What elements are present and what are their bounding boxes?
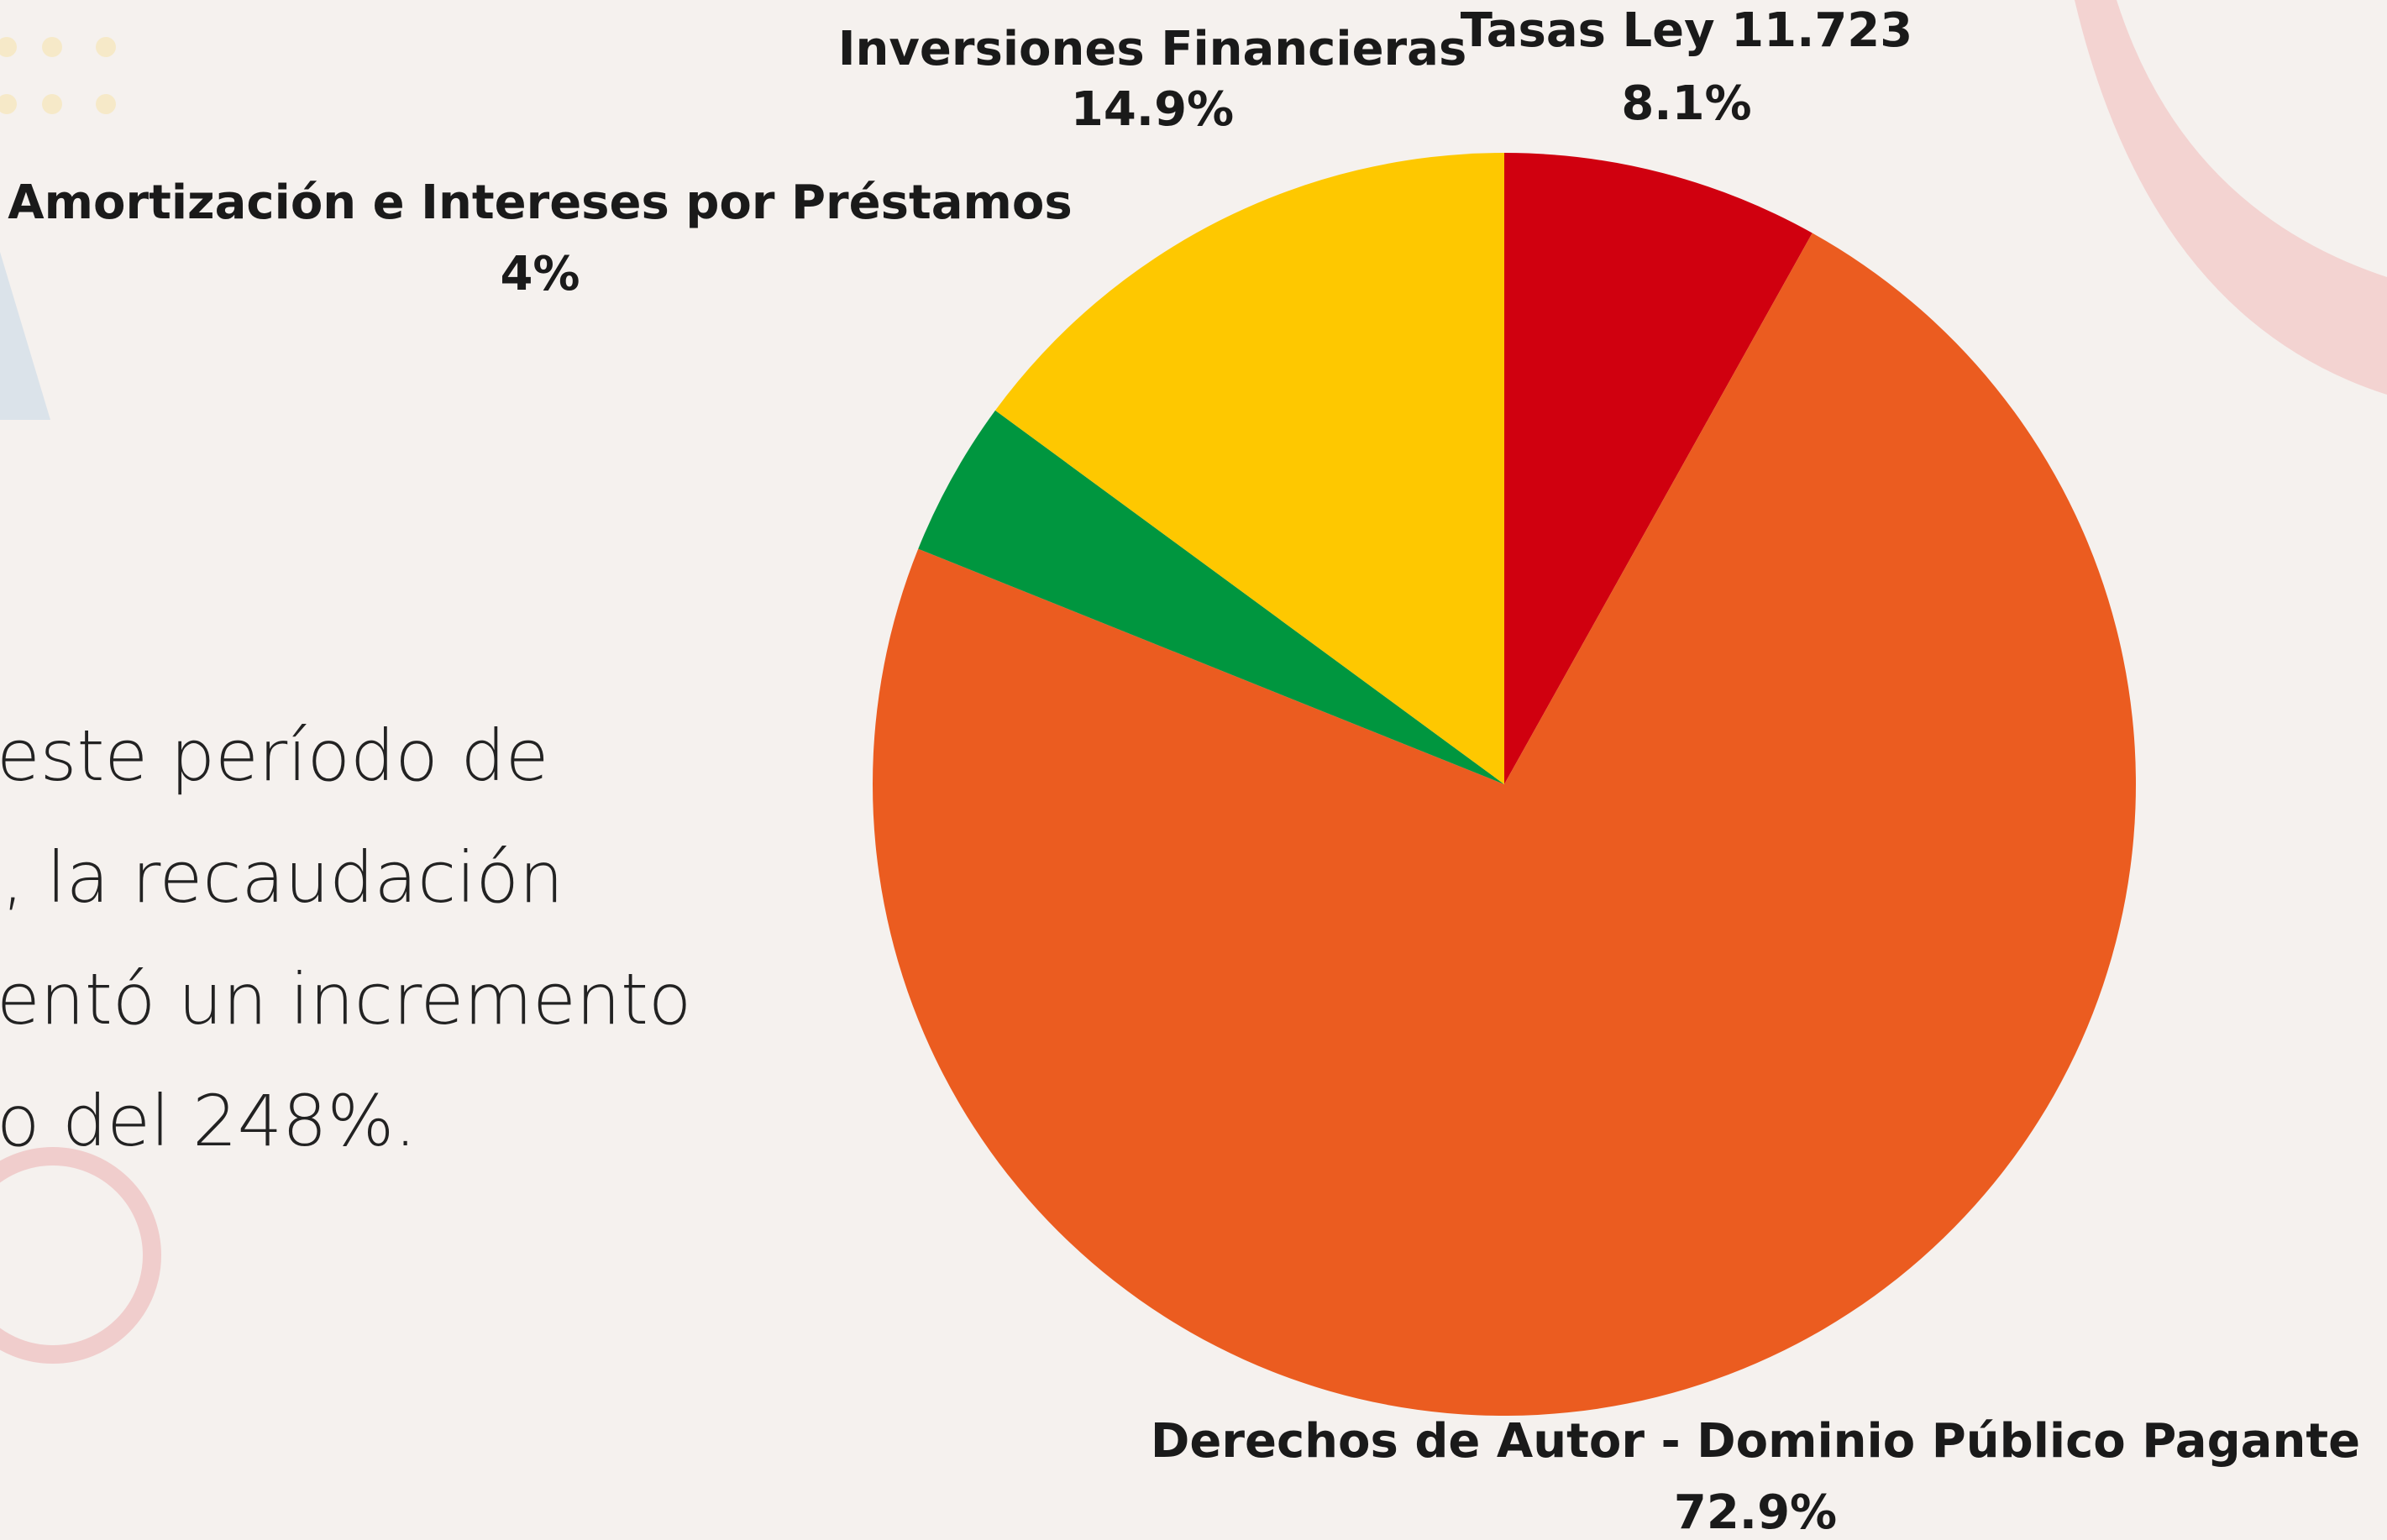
body-line: , la recaudación — [2, 836, 564, 919]
slice-value: 4% — [500, 247, 580, 301]
body-line: entó un incremento — [0, 958, 691, 1040]
slice-label: Tasas Ley 11.723 — [1461, 3, 1912, 58]
slice-value: 14.9% — [1071, 82, 1234, 137]
slice-value: 72.9% — [1674, 1485, 1837, 1540]
dots — [0, 37, 116, 114]
slice-label: Inversiones Financieras — [838, 22, 1467, 76]
ring — [0, 1147, 161, 1364]
body-line: este período de — [0, 715, 548, 797]
slice-label: Derechos de Autor - Dominio Público Paga… — [1151, 1414, 2360, 1469]
pie-slice — [918, 410, 1504, 784]
decoration — [0, 0, 2387, 1364]
slice-value: 8.1% — [1621, 76, 1751, 131]
labels: Tasas Ley 11.723 8.1% Derechos de Autor - … — [8, 3, 2360, 1540]
body-line: o del 248%. — [0, 1080, 417, 1162]
pie-slice — [872, 233, 2136, 1417]
brush — [2075, 0, 2387, 395]
pie — [872, 153, 2136, 1417]
slice-label: Amortización e Intereses por Préstamos — [8, 175, 1072, 230]
pie-slice — [1504, 153, 1813, 784]
body-text: este período de , la recaudación entó un i… — [0, 715, 691, 1162]
triangle — [0, 252, 50, 420]
pie-slice — [994, 153, 1504, 784]
